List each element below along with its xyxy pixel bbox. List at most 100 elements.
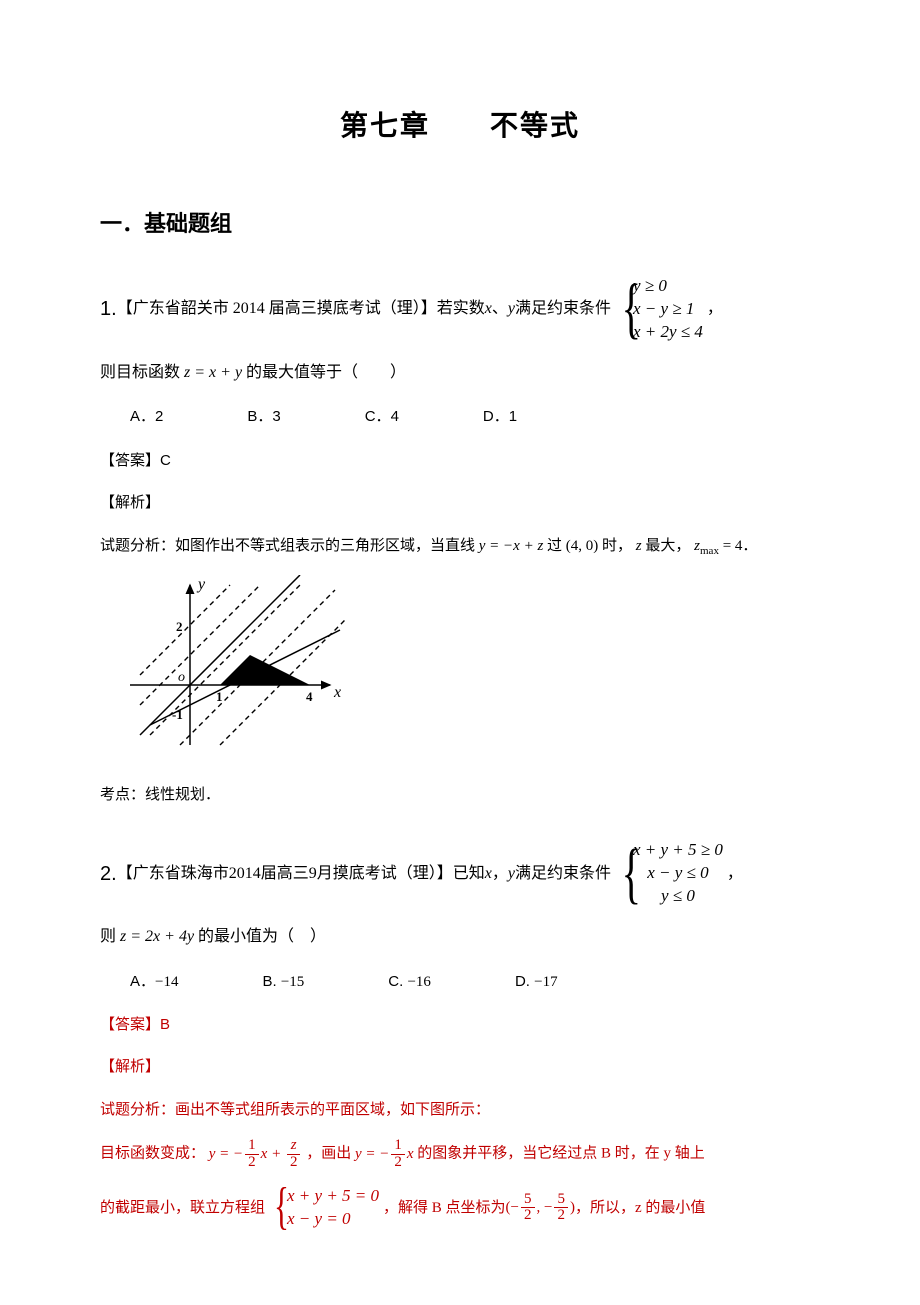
- q2-an2-a: 目标函数变成：: [100, 1146, 205, 1162]
- q1-kaodian: 考点：线性规划．: [100, 781, 820, 810]
- q1-text-b: 、: [492, 294, 508, 324]
- q2-line2: 则 z = 2x + 4y 的最小值为（ ）: [100, 922, 820, 952]
- q1-constraint-3: x + 2y ≤ 4: [633, 321, 703, 344]
- q1-an-d: 最大，: [645, 538, 690, 554]
- q2-answer-val: B: [160, 1016, 170, 1033]
- page-title: 第七章 不等式: [100, 100, 820, 153]
- q2-constraints: x + y + 5 ≥ 0 x − y ≤ 0 y ≤ 0: [615, 839, 723, 908]
- q2-sys-2: x − y = 0: [287, 1208, 379, 1231]
- q1-answer-val: C: [160, 452, 171, 469]
- q2-stem: 2. 【广东省珠海市2014届高三9月摸底考试（理）】 已知 x ， y 满足约…: [100, 839, 820, 908]
- q2-analysis-2: 目标函数变成： y = −12x + z2 ，画出 y = −12x 的图象并平…: [100, 1138, 820, 1171]
- q2-answer: 【答案】B: [100, 1011, 820, 1040]
- q1-source: 【广东省韶关市 2014 届高三摸底考试（理）】: [117, 294, 437, 324]
- q2-text-c: 满足约束条件: [515, 859, 611, 889]
- q2-expr2-y: y = −: [209, 1146, 243, 1162]
- answer-label: 【答案】: [100, 452, 160, 469]
- q2-opt-b-val: −15: [281, 974, 304, 990]
- q1-opt-b: B．3: [247, 403, 280, 432]
- q1-analysis-label: 【解析】: [100, 489, 820, 518]
- q2-opt-b: B. −15: [262, 968, 304, 997]
- q2-line2-a: 则: [100, 928, 120, 945]
- q1-opt-c-val: 4: [391, 408, 399, 425]
- q1-number: 1.: [100, 290, 117, 328]
- q1-an-expr: y = −x + z: [479, 538, 544, 554]
- var-y2: y: [508, 859, 515, 889]
- q1-line2: 则目标函数 z = x + y 的最大值等于（ ）: [100, 358, 820, 388]
- q2-text-a: 已知: [453, 859, 485, 889]
- q1-stem: 1. 【广东省韶关市 2014 届高三摸底考试（理）】 若实数 x 、 y 满足…: [100, 275, 820, 344]
- q2-constraint-3: y ≤ 0: [633, 885, 723, 908]
- q2-opt-c: C. −16: [388, 968, 431, 997]
- q1-line2-b: 的最大值等于（ ）: [246, 364, 406, 381]
- q2-opt-c-val: −16: [407, 974, 430, 990]
- q1-answer: 【答案】C: [100, 447, 820, 476]
- q1-opt-b-val: 3: [272, 408, 280, 425]
- q2-an3-a: 的截距最小，联立方程组: [100, 1194, 265, 1223]
- q2-expr2-plus: x +: [261, 1146, 285, 1162]
- q2-number: 2.: [100, 855, 117, 893]
- q1-text-c: 满足约束条件: [515, 294, 611, 324]
- q2-an3-b: ，解得 B 点坐标为: [383, 1194, 506, 1223]
- q2-sys-1: x + y + 5 = 0: [287, 1185, 379, 1208]
- q2-analysis-1: 试题分析：画出不等式组所表示的平面区域，如下图所示：: [100, 1096, 820, 1125]
- q1-opt-a: A．2: [130, 403, 163, 432]
- q2-an3-c: ，所以，z 的最小值: [575, 1194, 705, 1223]
- q2-constraint-1: x + y + 5 ≥ 0: [633, 839, 723, 862]
- q1-text-a: 若实数: [437, 294, 485, 324]
- svg-text:-1: -1: [172, 707, 183, 722]
- q1-line2-a: 则目标函数: [100, 364, 184, 381]
- svg-text:4: 4: [306, 689, 313, 704]
- q1-opt-d: D．1: [483, 403, 517, 432]
- q1-constraints: y ≥ 0 x − y ≥ 1 x + 2y ≤ 4: [615, 275, 703, 344]
- q2-expr2: y = −12x + z2: [209, 1146, 306, 1162]
- q2-expr3-tail: x: [407, 1146, 414, 1162]
- q2-pB-open: (−: [506, 1199, 519, 1215]
- q1-options: A．2 B．3 C．4 D．1: [130, 402, 820, 432]
- q2-line2-b: 的最小值为（ ）: [198, 928, 326, 945]
- q2-an2-c: 的图象并平移，当它经过点 B 时，在 y 轴上: [417, 1146, 705, 1162]
- q2-tail: ，: [727, 859, 743, 889]
- var-x: x: [485, 294, 492, 324]
- q2-opt-d-val: −17: [534, 974, 557, 990]
- svg-text:2: 2: [176, 619, 183, 634]
- svg-text:y: y: [196, 576, 206, 593]
- q1-an-z: z: [636, 538, 642, 554]
- q1-zmax-sub: max: [700, 545, 719, 557]
- q2-expr3-y: y = −: [355, 1146, 389, 1162]
- q2-options: A．−14 B. −15 C. −16 D. −17: [130, 967, 820, 997]
- section-heading: 一．基础题组: [100, 203, 820, 245]
- q2-constraint-2: x − y ≤ 0: [633, 862, 723, 885]
- q1-opt-c: C．4: [365, 403, 399, 432]
- var-y: y: [508, 294, 515, 324]
- q1-opt-d-val: 1: [509, 408, 517, 425]
- svg-text:x: x: [333, 684, 341, 701]
- svg-text:1: 1: [216, 689, 223, 704]
- q1-objective: z = x + y: [184, 364, 242, 381]
- q2-source: 【广东省珠海市2014届高三9月摸底考试（理）】: [117, 859, 453, 889]
- q2-opt-a-val: −14: [155, 974, 178, 990]
- q2-expr3: y = −12x: [355, 1146, 417, 1162]
- q1-constraint-2: x − y ≥ 1: [633, 298, 703, 321]
- answer-label-2: 【答案】: [100, 1016, 160, 1033]
- q1-tail: ，: [707, 294, 723, 324]
- q2-analysis-3: 的截距最小，联立方程组 x + y + 5 = 0 x − y = 0 ，解得 …: [100, 1185, 820, 1231]
- q2-an2-b: ，画出: [306, 1146, 355, 1162]
- q1-zmax-rhs: = 4: [719, 538, 742, 554]
- q1-analysis-text: 试题分析：如图作出不等式组表示的三角形区域，当直线 y = −x + z 过 (…: [100, 532, 820, 562]
- q2-opt-d: D. −17: [515, 968, 558, 997]
- q2-objective: z = 2x + 4y: [120, 928, 194, 945]
- q1-an-b: 过 (4, 0) 时，: [547, 538, 632, 554]
- q1-diagram: x y o 1 4 -1 2: [120, 575, 820, 766]
- q2-pB-mid: , −: [537, 1199, 553, 1215]
- svg-text:o: o: [178, 670, 185, 685]
- q2-opt-a: A．−14: [130, 968, 178, 997]
- var-x2: x: [485, 859, 492, 889]
- q2-text-b: ，: [492, 859, 508, 889]
- q2-analysis-label: 【解析】: [100, 1053, 820, 1082]
- q2-pointB: (−52, −52): [506, 1192, 575, 1225]
- q1-an-a: 试题分析：如图作出不等式组表示的三角形区域，当直线: [100, 538, 479, 554]
- q1-constraint-1: y ≥ 0: [633, 275, 703, 298]
- q2-system: x + y + 5 = 0 x − y = 0: [269, 1185, 379, 1231]
- q1-opt-a-val: 2: [155, 408, 163, 425]
